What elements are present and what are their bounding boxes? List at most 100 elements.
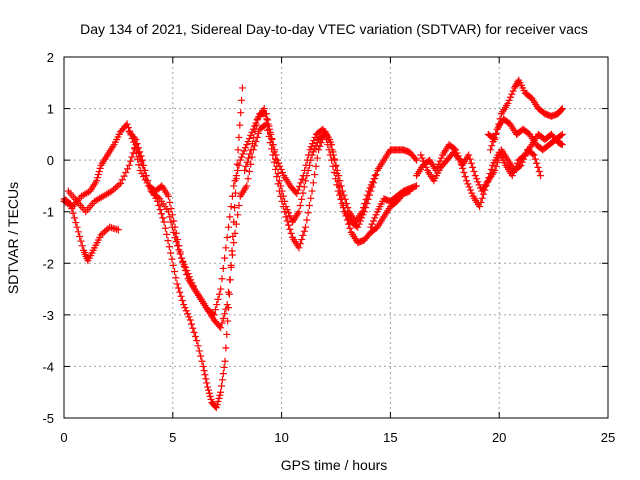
data-point	[220, 363, 228, 371]
data-point	[287, 229, 295, 237]
data-point	[456, 156, 464, 164]
data-point	[332, 175, 340, 183]
data-point	[274, 170, 282, 178]
data-point	[467, 159, 475, 167]
data-point	[218, 275, 226, 283]
data-point	[312, 162, 320, 170]
data-point	[218, 376, 226, 384]
data-point	[212, 404, 220, 412]
data-point	[169, 261, 177, 269]
data-point	[297, 179, 305, 187]
data-point	[302, 161, 310, 169]
data-point	[282, 213, 290, 221]
data-point	[222, 244, 230, 252]
data-point	[513, 159, 521, 167]
data-point	[473, 175, 481, 183]
data-point	[366, 184, 374, 192]
data-point	[199, 362, 207, 370]
data-point	[327, 141, 335, 149]
data-point	[137, 152, 145, 160]
data-point	[465, 151, 473, 159]
data-point	[269, 141, 277, 149]
data-point	[261, 110, 269, 118]
y-tick-label: 1	[47, 102, 54, 117]
data-point	[295, 182, 303, 190]
data-point	[299, 189, 307, 197]
data-point	[278, 169, 286, 177]
data-point	[223, 330, 231, 338]
data-point	[293, 190, 301, 198]
data-point	[236, 121, 244, 129]
data-point	[163, 230, 171, 238]
data-point	[225, 288, 233, 296]
data-point	[332, 161, 340, 169]
data-point	[200, 367, 208, 375]
data-point	[508, 90, 516, 98]
series-track-b	[60, 84, 246, 412]
data-point	[367, 181, 375, 189]
data-point	[164, 237, 172, 245]
data-point	[417, 151, 425, 159]
data-point	[235, 133, 243, 141]
data-point	[228, 192, 236, 200]
data-point	[235, 161, 243, 169]
data-point	[476, 203, 484, 211]
data-point	[333, 181, 341, 189]
data-point	[188, 320, 196, 328]
data-point	[197, 352, 205, 360]
data-point	[113, 182, 121, 190]
data-point	[369, 178, 377, 186]
data-point	[176, 288, 184, 296]
data-point	[325, 136, 333, 144]
chart-title: Day 134 of 2021, Sidereal Day-to-day VTE…	[80, 21, 588, 37]
data-point	[248, 140, 256, 148]
data-point	[346, 224, 354, 232]
data-point	[179, 258, 187, 266]
data-point	[371, 214, 379, 222]
data-point	[184, 310, 192, 318]
data-point	[164, 192, 172, 200]
data-point	[558, 130, 566, 138]
data-point	[171, 268, 179, 276]
data-point	[159, 214, 167, 222]
data-point	[245, 167, 253, 175]
data-point	[329, 151, 337, 159]
data-point	[371, 172, 379, 180]
data-point	[230, 182, 238, 190]
data-point	[214, 397, 222, 405]
data-point	[362, 195, 370, 203]
y-tick-label: 0	[47, 153, 54, 168]
data-point	[227, 263, 235, 271]
data-point	[469, 163, 477, 171]
data-point	[215, 290, 223, 298]
data-point	[115, 181, 123, 189]
data-point	[221, 254, 229, 262]
data-point	[475, 181, 483, 189]
y-tick-label: 2	[47, 50, 54, 65]
data-point	[308, 140, 316, 148]
data-point	[510, 169, 518, 177]
data-point	[144, 177, 152, 185]
data-point	[268, 136, 276, 144]
data-point	[224, 317, 232, 325]
data-point	[213, 401, 221, 409]
data-point	[413, 182, 421, 190]
data-point	[182, 307, 190, 315]
x-tick-label: 5	[169, 430, 176, 445]
data-point	[245, 154, 253, 162]
data-point	[141, 166, 149, 174]
data-point	[173, 280, 181, 288]
data-point	[230, 239, 238, 247]
data-point	[308, 187, 316, 195]
data-point	[369, 217, 377, 225]
data-point	[238, 84, 246, 92]
data-point	[299, 172, 307, 180]
data-point	[480, 190, 488, 198]
data-point	[127, 157, 135, 165]
data-point	[94, 174, 102, 182]
data-point	[166, 198, 174, 206]
data-point	[180, 301, 188, 309]
data-point	[265, 125, 273, 133]
data-point	[340, 191, 348, 199]
data-point	[486, 146, 494, 154]
